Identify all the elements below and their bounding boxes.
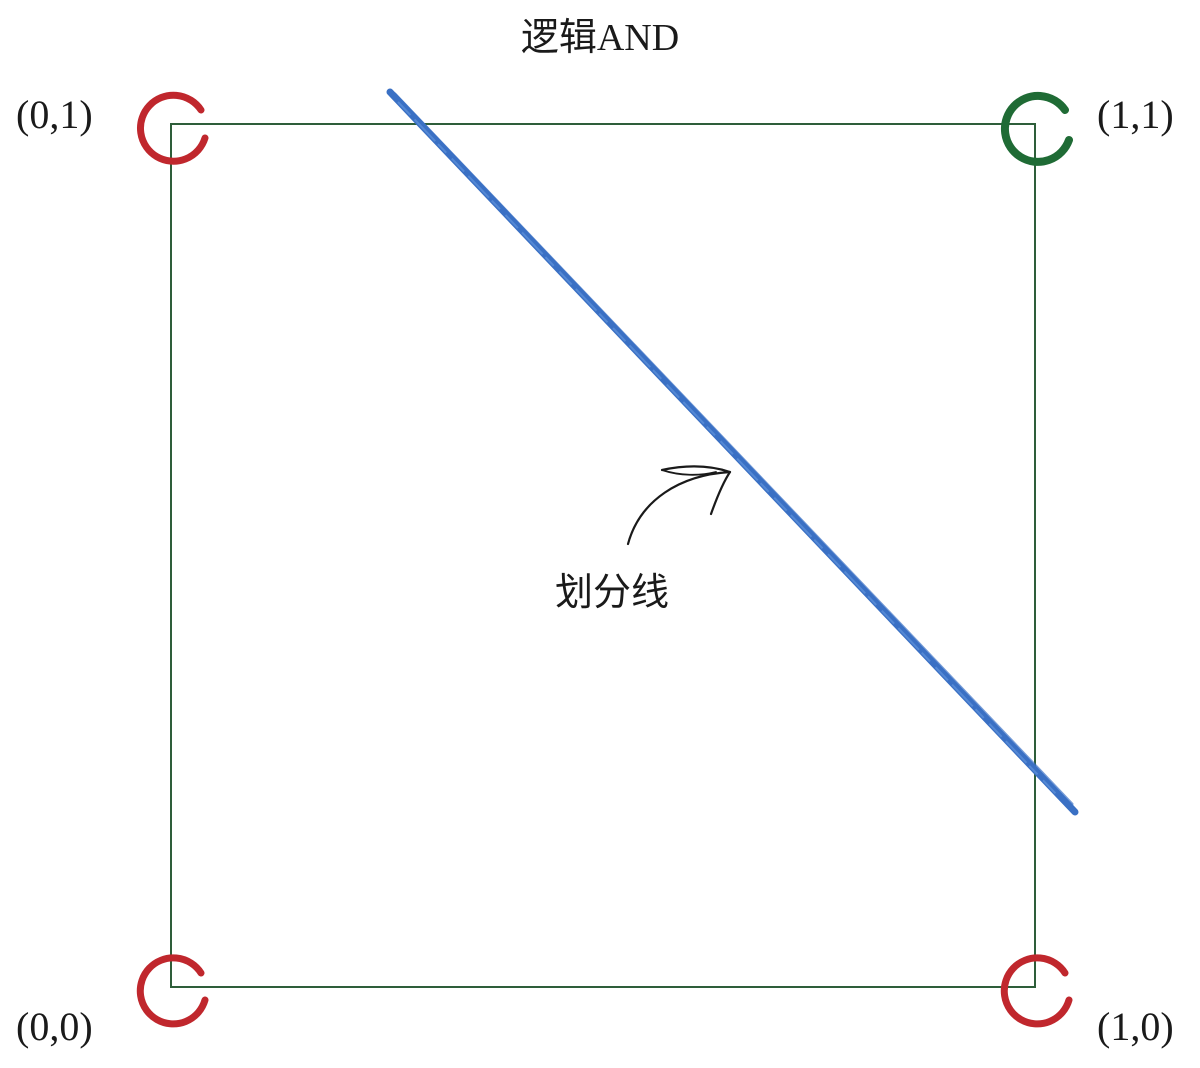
label-1-1: (1,1) xyxy=(1097,92,1174,137)
point-marker-0-1 xyxy=(136,91,209,165)
point-marker-1-0 xyxy=(1000,954,1073,1028)
label-0-1: (0,1) xyxy=(16,92,93,137)
annotation-arrow xyxy=(626,465,732,546)
dividing-line-label: 划分线 xyxy=(555,570,669,614)
point-marker-1-1 xyxy=(1000,91,1073,166)
diagram-title: 逻辑AND xyxy=(521,17,679,59)
label-1-0: (1,0) xyxy=(1097,1004,1174,1049)
label-0-0: (0,0) xyxy=(16,1004,93,1049)
dividing-line xyxy=(386,88,1079,816)
unit-square xyxy=(170,123,1036,988)
point-marker-0-0 xyxy=(136,954,209,1028)
